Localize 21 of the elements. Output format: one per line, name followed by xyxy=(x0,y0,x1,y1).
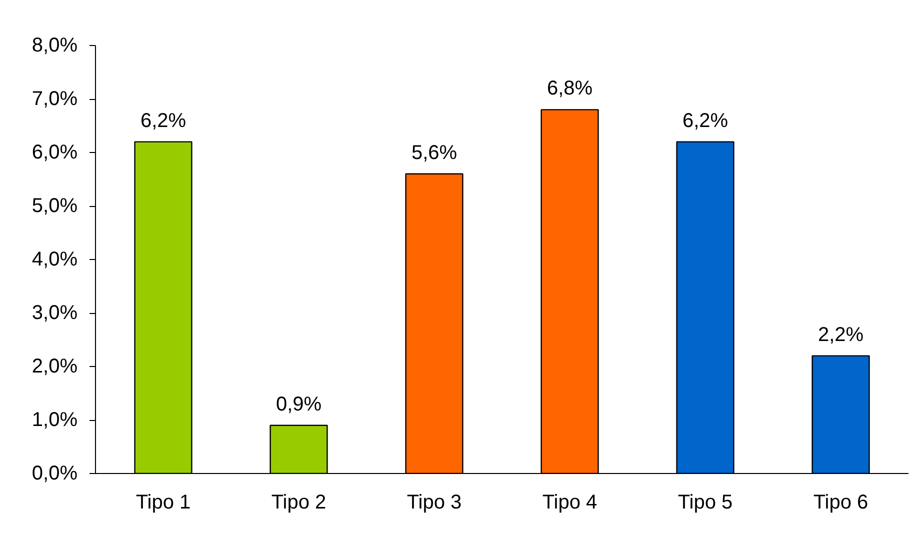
x-tick-label: Tipo 4 xyxy=(542,492,598,514)
data-label: 0,9% xyxy=(276,393,322,416)
y-tick-label: 2,0% xyxy=(32,356,78,378)
y-tick-label: 6,0% xyxy=(32,142,78,164)
data-label: 6,8% xyxy=(546,78,593,100)
data-label: 2,2% xyxy=(818,324,864,346)
data-label: 6,2% xyxy=(682,110,728,132)
x-tick-label: Tipo 3 xyxy=(406,492,462,514)
y-tick-label: 5,0% xyxy=(32,195,78,217)
x-tick-label: Tipo 2 xyxy=(271,492,326,514)
x-tick-label: Tipo 5 xyxy=(678,492,733,514)
x-tick-label: Tipo 1 xyxy=(136,492,191,514)
x-tick-label: Tipo 6 xyxy=(813,492,868,514)
data-label: 5,6% xyxy=(411,142,458,164)
y-tick-label: 0,0% xyxy=(32,462,78,484)
y-tick-label: 1,0% xyxy=(32,409,78,431)
y-tick-label: 3,0% xyxy=(32,302,78,324)
data-label: 6,2% xyxy=(140,110,186,132)
y-tick-label: 4,0% xyxy=(32,248,78,270)
y-tick-label: 7,0% xyxy=(32,88,78,110)
y-tick-label: 8,0% xyxy=(32,34,78,56)
